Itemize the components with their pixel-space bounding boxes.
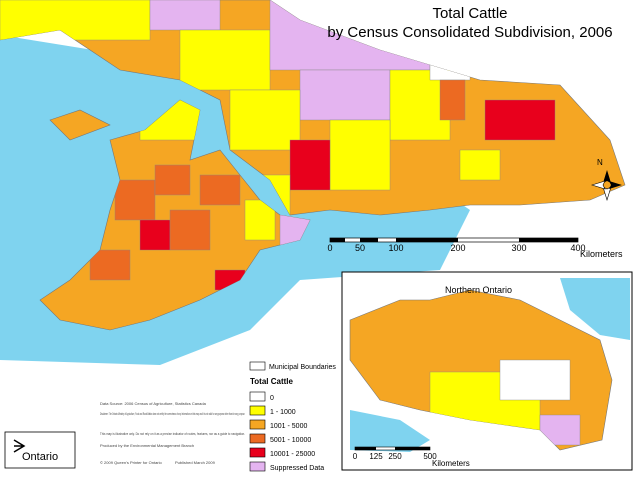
scale-unit: Kilometers bbox=[580, 249, 623, 259]
region bbox=[499, 359, 571, 401]
scale-label: 200 bbox=[450, 243, 465, 253]
legend-label: 10001 - 25000 bbox=[270, 451, 315, 458]
region bbox=[139, 219, 171, 251]
map-title: Total Cattle bbox=[432, 5, 507, 22]
region bbox=[199, 174, 241, 206]
legend-swatch bbox=[249, 419, 266, 430]
scale-label: 100 bbox=[388, 243, 403, 253]
north-label: N bbox=[597, 158, 603, 167]
region bbox=[229, 89, 301, 151]
legend-swatch bbox=[249, 433, 266, 444]
inset-scale-label: 125 bbox=[369, 452, 383, 461]
region bbox=[149, 0, 221, 31]
region bbox=[429, 49, 471, 81]
legend-label: 5001 - 10000 bbox=[270, 437, 311, 444]
region bbox=[89, 249, 131, 281]
scale-label: 0 bbox=[327, 243, 332, 253]
region bbox=[439, 79, 466, 121]
boundary-swatch bbox=[249, 361, 266, 371]
region bbox=[179, 29, 271, 91]
logo-text: Ontario bbox=[22, 451, 58, 463]
legend-label: 0 bbox=[270, 395, 274, 402]
map-subtitle: by Census Consolidated Subdivision, 2006 bbox=[327, 24, 612, 41]
region bbox=[289, 139, 331, 191]
region bbox=[169, 209, 211, 251]
region bbox=[114, 179, 156, 221]
region bbox=[154, 164, 191, 196]
scale-label: 400 bbox=[570, 243, 585, 253]
inset-land bbox=[349, 289, 613, 451]
legend-swatch bbox=[249, 391, 266, 402]
legend-label: 1001 - 5000 bbox=[270, 423, 307, 430]
legend-swatch bbox=[249, 461, 266, 472]
logo-mark bbox=[13, 439, 26, 453]
north-arrow: N bbox=[590, 158, 622, 202]
region bbox=[0, 0, 151, 41]
region bbox=[329, 119, 391, 191]
scale-label: 50 bbox=[355, 243, 365, 253]
island bbox=[49, 109, 111, 141]
scale-label: 300 bbox=[511, 243, 526, 253]
note: This map is illustrative only. Do not re… bbox=[100, 431, 245, 436]
inset-scale-label: 500 bbox=[423, 452, 437, 461]
inset-scale-bar bbox=[354, 446, 431, 451]
note: Disclaimer: The Ontario Ministry of Agri… bbox=[100, 411, 245, 416]
scale-bar bbox=[329, 237, 579, 243]
inset-scale-unit: Kilometers bbox=[432, 459, 470, 468]
note: Data Source: 2006 Census of Agriculture,… bbox=[100, 401, 207, 406]
legend-swatch bbox=[249, 405, 266, 416]
inset-water bbox=[560, 278, 630, 340]
inset-scale-label: 250 bbox=[388, 452, 402, 461]
note: Produced by the Environmental Management… bbox=[100, 443, 194, 448]
region bbox=[484, 99, 556, 141]
boundary-label: Municipal Boundaries bbox=[269, 364, 336, 371]
legend-swatch bbox=[249, 447, 266, 458]
region bbox=[299, 69, 391, 121]
inset-title: Northern Ontario bbox=[445, 285, 512, 295]
legend-label: 1 - 1000 bbox=[270, 409, 296, 416]
inset-scale-label: 0 bbox=[353, 452, 358, 461]
inset-lake bbox=[350, 410, 430, 452]
note: Published March 2009 bbox=[175, 460, 216, 465]
note: © 2009 Queen's Printer for Ontario bbox=[100, 460, 163, 465]
region bbox=[459, 149, 501, 181]
legend-label: Suppressed Data bbox=[270, 465, 324, 472]
legend-title: Total Cattle bbox=[250, 377, 294, 386]
